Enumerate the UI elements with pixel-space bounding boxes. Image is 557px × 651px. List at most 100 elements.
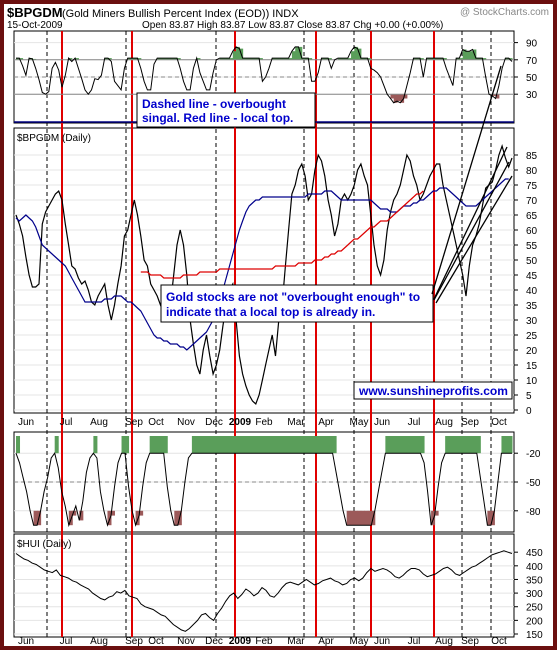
- hui-panel: [13, 533, 515, 638]
- hui-x-tick-label: Oct: [491, 636, 507, 646]
- lower-green-fill: [16, 436, 21, 454]
- hui-tick-label: 200: [526, 616, 543, 627]
- top-overbought-fill: [232, 51, 237, 60]
- main-x-tick-label: Jun: [18, 417, 34, 428]
- lower-green-fill: [212, 436, 218, 454]
- top-oversold-fill: [495, 94, 500, 99]
- top-indicator-path: [16, 46, 513, 104]
- top-overbought-fill: [242, 58, 247, 60]
- main-x-tick-label: 2009: [229, 417, 252, 428]
- main-tick-label: 0: [526, 406, 532, 417]
- top-overbought-fill: [469, 51, 474, 60]
- main-x-tick-label: Aug: [90, 417, 108, 428]
- lower-green-fill: [385, 436, 390, 454]
- hui-y-ticks: 450 400 350 300 250 200 150: [514, 548, 543, 641]
- main-tick-label: 70: [526, 196, 538, 207]
- lower-green-fill: [54, 436, 59, 454]
- hui-x-tick-label: Apr: [318, 636, 334, 646]
- date-label: 15-Oct-2009: [7, 20, 63, 31]
- top-overbought-fill: [252, 58, 257, 60]
- top-overbought-fill: [127, 58, 132, 60]
- top-overbought-fill: [462, 49, 467, 60]
- lower-red-fill: [353, 510, 358, 526]
- top-overbought-fill: [285, 58, 290, 60]
- top-overbought-fill: [301, 58, 306, 60]
- hui-x-tick-label: Sep: [461, 636, 479, 646]
- lower-green-fill: [121, 436, 126, 454]
- hui-tick-label: 150: [526, 630, 543, 641]
- top-overbought-fill: [255, 58, 260, 60]
- main-x-tick-label: Feb: [255, 417, 273, 428]
- top-overbought-fill: [337, 58, 342, 60]
- main-x-tick-label: Jul: [408, 417, 421, 428]
- top-overbought-fill: [107, 58, 112, 60]
- lower-green-fill: [205, 436, 210, 454]
- lower-green-fill: [198, 436, 203, 454]
- hui-x-tick-label: Dec: [205, 636, 223, 646]
- main-series-2-path: [140, 190, 424, 279]
- lower-red-fill: [360, 510, 365, 526]
- lower-tick-label: -50: [526, 478, 541, 489]
- top-overbought-fill: [196, 58, 201, 60]
- main-series: [15, 144, 513, 406]
- lower-green-fill: [255, 436, 260, 454]
- lower-indicator-fill: [16, 436, 513, 526]
- top-overbought-fill: [328, 58, 332, 60]
- top-oversold-fill: [393, 94, 398, 103]
- top-overbought-fill: [508, 58, 513, 60]
- lower-green-fill: [409, 436, 415, 454]
- top-overbought-fill: [433, 58, 437, 60]
- top-overbought-fill: [157, 58, 162, 60]
- lower-green-fill: [329, 436, 334, 454]
- top-overbought-fill: [367, 58, 372, 60]
- lower-green-fill: [417, 436, 422, 454]
- main-x-tick-label: Oct: [148, 417, 164, 428]
- lower-green-fill: [476, 436, 481, 454]
- lower-green-fill: [125, 436, 130, 454]
- lower-green-fill: [399, 436, 404, 454]
- lower-green-fill: [325, 436, 330, 454]
- main-tick-label: 45: [526, 271, 538, 282]
- main-tick-label: 50: [526, 256, 538, 267]
- quote-label: Open 83.87 High 83.87 Low 83.87 Close 83…: [142, 20, 443, 31]
- lower-tick-label: -20: [526, 449, 541, 460]
- top-overbought-fill: [160, 58, 165, 60]
- hui-path: [15, 550, 513, 632]
- hui-x-tick-label: Mar: [287, 636, 305, 646]
- lower-green-fill: [406, 436, 411, 454]
- hui-x-tick-label: Jun: [18, 636, 34, 646]
- top-overbought-fill: [459, 58, 464, 60]
- main-tick-label: 75: [526, 181, 538, 192]
- top-oversold-fill: [492, 94, 497, 96]
- hui-tick-label: 350: [526, 575, 543, 586]
- index-name: (Gold Miners Bullish Percent Index (EOD)…: [62, 8, 299, 20]
- lower-red-fill: [350, 510, 355, 526]
- lower-y-ticks: -20 -50 -80: [514, 449, 541, 518]
- lower-green-fill: [262, 436, 267, 454]
- lower-green-fill: [395, 436, 400, 454]
- top-overbought-fill: [176, 58, 181, 60]
- top-overbought-fill: [275, 58, 280, 60]
- lower-red-fill: [107, 510, 112, 526]
- top-overbought-fill: [426, 58, 431, 60]
- hui-tick-label: 450: [526, 548, 543, 559]
- lower-green-fill: [234, 436, 239, 454]
- top-overbought-fill: [321, 58, 326, 60]
- main-x-ticks: Jun Jul Aug Sep Oct Nov Dec 2009 Feb Mar Apr May Jun…: [18, 417, 507, 428]
- top-overbought-fill: [420, 58, 424, 60]
- lower-green-fill: [297, 436, 302, 454]
- main-tick-label: 20: [526, 346, 538, 357]
- hui-x-tick-label: Aug: [435, 636, 453, 646]
- top-overbought-fill: [19, 58, 24, 60]
- top-oversold-fill: [397, 94, 401, 102]
- lower-red-fill: [68, 510, 73, 526]
- lower-green-fill: [466, 436, 471, 454]
- website-box: [353, 381, 513, 400]
- symbol-label: $BPGDM: [7, 5, 63, 20]
- lower-red-fill: [357, 510, 362, 526]
- top-overbought-fill: [291, 51, 296, 60]
- top-overbought-fill: [305, 58, 309, 60]
- main-tick-label: 85: [526, 151, 538, 162]
- top-overbought-fill: [347, 58, 352, 60]
- main-tick-label: 35: [526, 301, 538, 312]
